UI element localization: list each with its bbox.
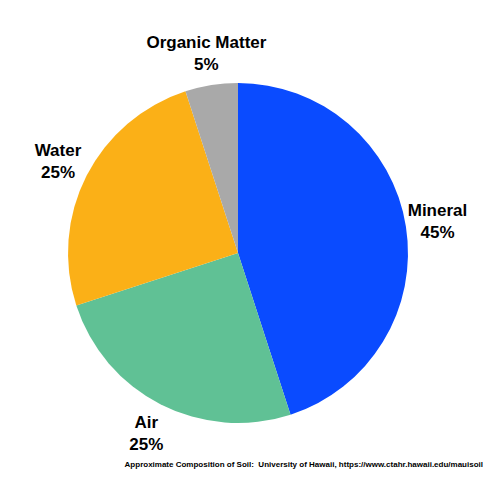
svg-text:Mineral45%: Mineral45% (408, 201, 468, 242)
svg-text:Water25%: Water25% (35, 141, 82, 182)
html-text:Approximate Composition of Soi: Approximate Composition of Soil: Univers… (124, 460, 483, 469)
svg-text:Organic Matter5%: Organic Matter5% (146, 33, 266, 74)
svg-text:Air25%: Air25% (129, 413, 163, 454)
